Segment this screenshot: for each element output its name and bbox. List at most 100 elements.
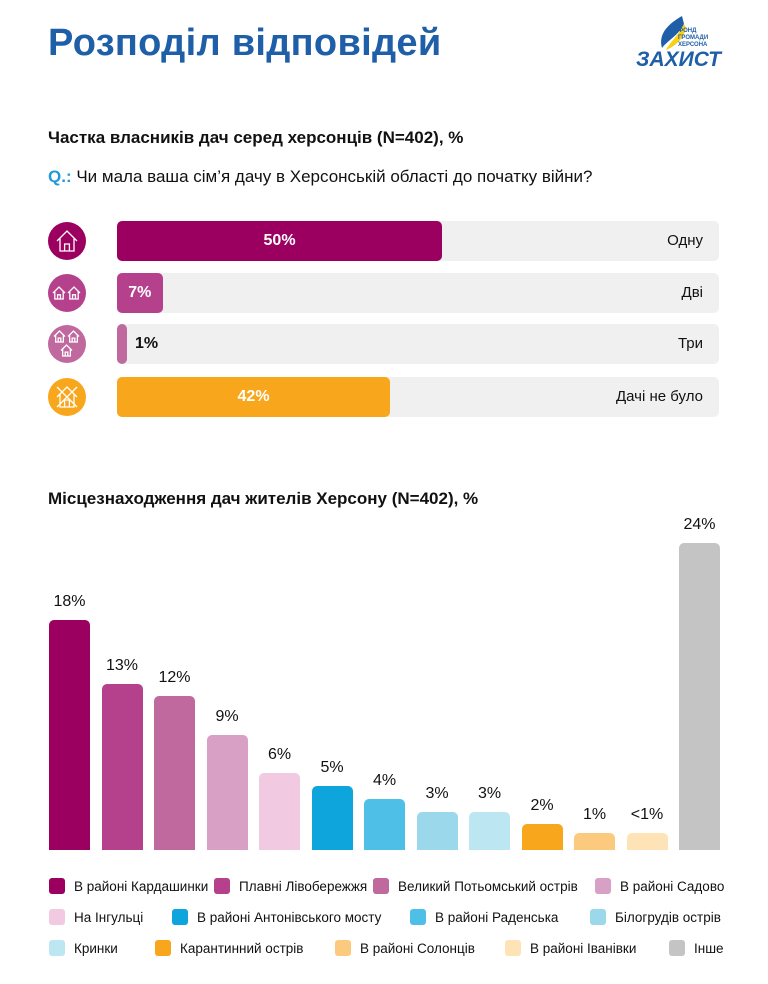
bar-track: 42% Дачі не було — [117, 377, 719, 417]
bar-value-label: 18% — [53, 592, 86, 610]
legend-item: Інше — [669, 940, 724, 956]
legend-label: Карантинний острів — [180, 940, 304, 956]
section1-title: Частка власників дач серед херсонців (N=… — [48, 128, 464, 147]
legend-swatch — [590, 909, 606, 925]
bar-value-label: 24% — [683, 515, 716, 533]
legend-item: Великий Потьомський острів — [373, 878, 578, 894]
legend-swatch — [410, 909, 426, 925]
legend-item: В районі Іванівки — [505, 940, 636, 956]
bar-value-label: 50% — [263, 232, 296, 249]
bar-value-label: 3% — [477, 784, 502, 802]
legend-label: В районі Іванівки — [530, 940, 637, 956]
three-houses-icon — [48, 325, 86, 363]
two-houses-icon — [48, 274, 86, 312]
ownership-row: 50% Одну — [48, 221, 720, 261]
bar-value-label: 5% — [320, 759, 344, 776]
legend-item: В районі Кардашинки — [49, 878, 208, 894]
bar — [626, 833, 668, 850]
legend-label: На Інгульці — [74, 909, 144, 925]
bar-category-label: Дві — [681, 284, 703, 301]
bar — [574, 833, 615, 850]
logo-flame-icon — [661, 16, 686, 50]
bar-value-label: 9% — [215, 707, 239, 725]
legend-item: На Інгульці — [49, 909, 143, 925]
bar — [49, 619, 90, 850]
legend-label: Плавні Лівобережжя — [239, 878, 368, 894]
logo-subtext: ФОНД ГРОМАДИ ХЕРСОНА — [678, 28, 709, 48]
bar-value-label: 13% — [105, 656, 139, 674]
logo: ФОНД ГРОМАДИ ХЕРСОНА ЗАХИСТ — [632, 16, 724, 74]
bar-value-label: 1% — [582, 806, 607, 823]
legend-label: Кринки — [74, 940, 118, 956]
house-icon — [48, 222, 86, 260]
legend-swatch — [49, 878, 65, 894]
bar-track: 1% Три — [117, 324, 719, 364]
no-house-icon — [48, 378, 86, 416]
bar-value-label: <1% — [630, 806, 664, 823]
bar — [521, 824, 563, 850]
bar-fill: 42% — [117, 377, 391, 417]
question-label: Q.: — [48, 167, 72, 186]
bar-value-label: 1% — [135, 335, 159, 352]
bar — [469, 811, 510, 850]
legend-label: В районі Раденська — [435, 909, 559, 925]
legend-swatch — [214, 878, 230, 894]
legend-swatch — [505, 940, 521, 956]
bar — [206, 734, 248, 850]
legend-swatch — [335, 940, 351, 956]
bar-track: 50% Одну — [117, 221, 719, 261]
bar-value-label: 7% — [128, 284, 152, 301]
legend-item: Плавні Лівобережжя — [214, 878, 367, 894]
question: Q.: Чи мала ваша сім’я дачу в Херсонські… — [48, 167, 593, 187]
bar-category-label: Три — [677, 335, 703, 352]
bar-fill: 50% — [117, 221, 443, 261]
question-text: Чи мала ваша сім’я дачу в Херсонській об… — [76, 167, 593, 186]
bar-value-label: 12% — [158, 669, 191, 687]
ownership-row: 42% Дачі не було — [48, 377, 720, 417]
bar-value-label: 6% — [267, 746, 292, 764]
legend-item: В районі Антонівського мосту — [172, 909, 381, 925]
bar-value-label: 4% — [372, 771, 397, 789]
legend-label: В районі Кардашинки — [74, 878, 209, 894]
bar-value-label: 2% — [530, 797, 554, 815]
bar-fill: 7% — [117, 273, 163, 313]
legend-swatch — [49, 909, 65, 925]
bar-fill — [117, 324, 127, 364]
legend-item: Білогрудів острів — [590, 909, 721, 925]
bar — [416, 811, 458, 850]
ownership-row: 1% Три — [48, 324, 720, 364]
legend-item: Карантинний острів — [155, 940, 303, 956]
legend-item: Кринки — [49, 940, 118, 956]
ownership-row: 7% Дві — [48, 273, 720, 313]
bar — [101, 683, 143, 850]
bar — [679, 542, 720, 850]
legend-label: В районі Садово — [620, 878, 725, 894]
bar-value-label: 42% — [237, 388, 270, 405]
bar-track: 7% Дві — [117, 273, 719, 313]
page-title: Розподіл відповідей — [48, 22, 442, 64]
section2-title: Місцезнаходження дач жителів Херсону (N=… — [48, 489, 479, 508]
legend-label: В районі Антонівського мосту — [197, 909, 382, 925]
legend-label: Великий Потьомський острів — [398, 878, 578, 894]
legend-item: В районі Солонців — [335, 940, 475, 956]
bar — [259, 773, 300, 850]
legend-swatch — [172, 909, 188, 925]
bar-category-label: Дачі не було — [616, 388, 703, 405]
legend-item: В районі Садово — [595, 878, 724, 894]
legend-label: Білогрудів острів — [615, 909, 721, 925]
legend-label: Інше — [694, 940, 724, 956]
bar — [154, 696, 195, 850]
logo-text: ЗАХИСТ — [636, 48, 721, 71]
legend-swatch — [669, 940, 685, 956]
legend-label: В районі Солонців — [360, 940, 475, 956]
legend-item: В районі Раденська — [410, 909, 558, 925]
legend-swatch — [373, 878, 389, 894]
bar — [311, 786, 353, 850]
bar — [364, 798, 405, 850]
bar-category-label: Одну — [667, 232, 703, 249]
legend-swatch — [155, 940, 171, 956]
legend-swatch — [595, 878, 611, 894]
legend-swatch — [49, 940, 65, 956]
bar-value-label: 3% — [425, 784, 449, 802]
